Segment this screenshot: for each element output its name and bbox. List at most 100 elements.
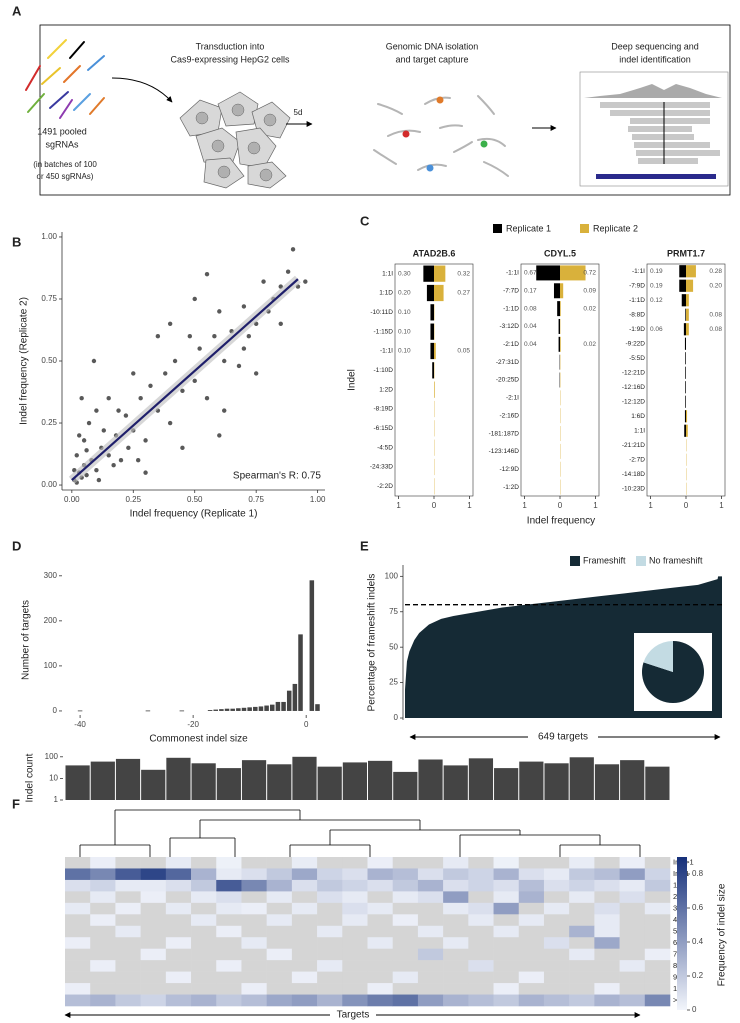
count-bar [115, 758, 141, 800]
heatmap-cell [191, 994, 217, 1007]
count-bar [191, 763, 216, 800]
heatmap-cell [165, 891, 192, 904]
y-axis-label: Number of targets [21, 600, 32, 680]
capture-bead [480, 140, 488, 148]
bar [219, 709, 224, 711]
heatmap-cell [619, 948, 646, 961]
heatmap-cell [317, 948, 343, 961]
heatmap-cell [65, 971, 91, 984]
heatmap-cell [417, 879, 444, 892]
point [172, 358, 178, 364]
heatmap-cell [443, 925, 469, 938]
heatmap-cell [317, 925, 343, 938]
heatmap-cell [468, 902, 494, 915]
gene-track [596, 174, 716, 179]
heatmap-cell [518, 868, 545, 881]
point [278, 321, 283, 326]
heatmap-cell [90, 983, 116, 995]
heatmap-cell [241, 971, 267, 984]
x-tick-label: 0.00 [64, 495, 80, 504]
count-bar [393, 771, 418, 800]
diagram-text: 1491 pooled [37, 126, 87, 136]
bar [77, 710, 83, 712]
heatmap-cell [115, 925, 141, 938]
y-tick-label: -8:19D [373, 406, 393, 413]
count-bar [166, 757, 191, 800]
heatmap-cell [65, 868, 91, 881]
heatmap-cell [266, 879, 293, 892]
heatmap-cell [317, 960, 343, 972]
heatmap-cell [569, 891, 595, 904]
heatmap-cell [493, 891, 520, 904]
count-bar [620, 760, 645, 800]
bar [686, 279, 694, 292]
heatmap-cell [569, 937, 595, 949]
heatmap-cell [342, 925, 368, 938]
value-label: 0.72 [583, 270, 596, 277]
read [610, 110, 710, 116]
diagram-text: Deep sequencing and [611, 41, 699, 51]
heatmap-cell [644, 960, 671, 972]
heatmap-cell [115, 971, 141, 984]
heatmap-cell [216, 902, 242, 915]
y-tick-label: 200 [44, 616, 58, 625]
bar [292, 683, 298, 711]
x-tick-label: 1 [648, 501, 653, 510]
panel-label: E [360, 538, 369, 553]
y-tick-label: -2:1I [506, 395, 519, 402]
bar [426, 284, 434, 302]
y-tick-label: -1:1I [380, 348, 393, 355]
diagram-text: indel identification [619, 54, 691, 64]
heatmap-cell [291, 948, 318, 961]
heatmap-cell [216, 994, 242, 1007]
point [118, 458, 124, 463]
nuclei [195, 103, 277, 182]
value-label: 0.19 [650, 282, 663, 289]
heatmap-cell [468, 879, 494, 892]
panel-label: D [12, 538, 21, 553]
bar [264, 705, 269, 711]
bar [430, 304, 434, 321]
heatmap-cell [543, 902, 570, 915]
value-label: 0.02 [583, 305, 596, 312]
point [167, 321, 173, 326]
y-tick-label: -1:15D [373, 328, 393, 335]
nucleus [217, 165, 231, 179]
x-tick-label: 1 [593, 501, 598, 510]
y-tick-label: -6:15D [373, 425, 393, 432]
value-label: 0.10 [398, 348, 411, 355]
heatmap-cell [417, 914, 444, 927]
heatmap-cell [216, 879, 242, 892]
heatmap-cell [543, 914, 570, 927]
heatmap-cell [619, 891, 646, 904]
bar [685, 381, 686, 394]
heatmap-cell [443, 937, 469, 949]
count-bar [368, 760, 393, 800]
heatmap-cell [115, 879, 141, 892]
heatmap-cell [191, 948, 217, 961]
row-label: 7 [673, 949, 677, 958]
fragment [377, 103, 403, 115]
point [222, 408, 227, 413]
heatmap-cell [367, 948, 394, 961]
count-bar [468, 758, 494, 800]
value-label: 0.06 [650, 326, 663, 333]
heatmap-cell [65, 891, 91, 904]
count-bar [267, 764, 292, 800]
fragment [417, 163, 447, 171]
x-axis-label: Targets [337, 1010, 370, 1021]
diagram-text: Genomic DNA isolation [386, 41, 479, 51]
heatmap-cell [241, 994, 267, 1007]
fragment [387, 129, 421, 137]
y-tick-label: 100 [44, 661, 58, 670]
sgrna [89, 97, 105, 115]
point [197, 346, 202, 351]
row-label: 9 [673, 972, 677, 981]
heatmap-cell [644, 857, 671, 869]
row-label: 5 [673, 926, 677, 935]
heatmap-cell [291, 891, 318, 904]
heatmap-cell [140, 891, 167, 904]
point [126, 445, 131, 451]
heatmap-cell [191, 868, 217, 881]
heatmap-cell [543, 960, 570, 972]
